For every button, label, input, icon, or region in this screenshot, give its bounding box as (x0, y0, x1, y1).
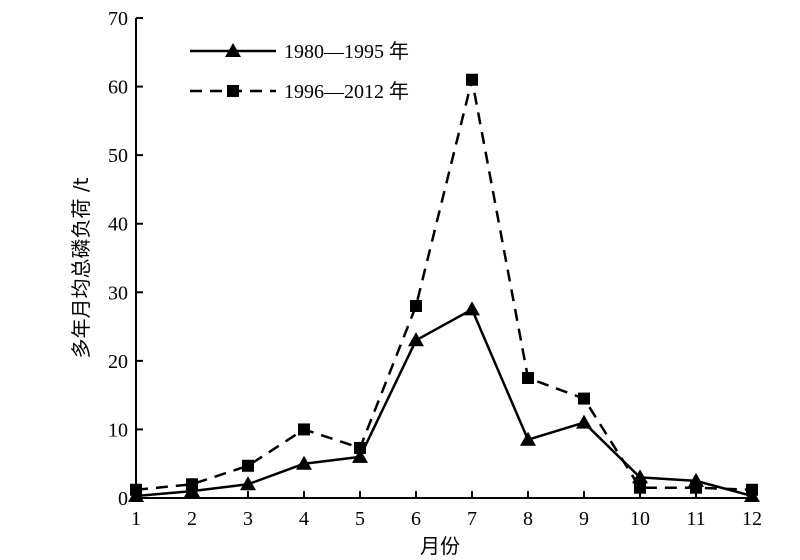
series-line (135, 78, 753, 492)
data-point (634, 481, 646, 494)
legend-marker (227, 85, 239, 97)
legend-label: 1996—2012 年 (284, 80, 409, 103)
data-point (578, 392, 590, 405)
x-tick-label: 11 (686, 508, 705, 530)
x-tick-label: 3 (243, 508, 253, 530)
legend-label: 1980—1995 年 (284, 40, 409, 63)
x-tick-label: 1 (131, 508, 141, 530)
x-axis-title: 月份 (420, 534, 460, 558)
y-tick-label: 60 (108, 77, 128, 99)
x-tick-label: 12 (742, 508, 762, 530)
x-tick-label: 4 (299, 508, 309, 530)
data-point (354, 441, 366, 454)
series-1 (128, 301, 760, 502)
y-tick-label: 40 (108, 214, 128, 236)
x-tick-label: 7 (467, 508, 477, 530)
x-tick-label: 5 (355, 508, 365, 530)
data-point (522, 372, 534, 384)
y-tick-label: 20 (108, 351, 128, 373)
data-point (240, 476, 256, 491)
data-point (576, 414, 592, 429)
y-tick-label: 10 (108, 419, 128, 441)
data-point (296, 455, 312, 470)
x-tick-label: 8 (523, 508, 533, 530)
series-line (135, 308, 753, 498)
data-point (410, 300, 422, 312)
x-tick-label: 2 (187, 508, 197, 530)
legend-item-1: 1980—1995 年 (190, 40, 409, 63)
data-point (242, 459, 254, 472)
x-tick-label: 9 (579, 508, 589, 530)
data-point (408, 332, 424, 347)
data-point (466, 73, 478, 86)
legend-marker (225, 43, 241, 57)
legend-item-2: 1996—2012 年 (190, 80, 409, 103)
data-point (520, 431, 536, 446)
y-tick-label: 70 (108, 8, 128, 30)
data-point (298, 423, 310, 436)
data-point (130, 483, 142, 496)
y-tick-label: 0 (118, 488, 128, 510)
data-point (186, 478, 198, 491)
data-point (464, 301, 480, 316)
legend: 1980—1995 年 1996—2012 年 (190, 40, 409, 103)
series-2 (130, 73, 758, 496)
y-tick-label: 50 (108, 145, 128, 167)
x-tick-label: 10 (630, 508, 650, 530)
x-tick-label: 6 (411, 508, 421, 530)
data-point (690, 481, 702, 494)
y-tick-label: 30 (108, 282, 128, 304)
y-axis-title: 多年月均总磷负荷 /t (69, 177, 93, 358)
data-point (352, 448, 368, 463)
data-point (746, 483, 758, 496)
